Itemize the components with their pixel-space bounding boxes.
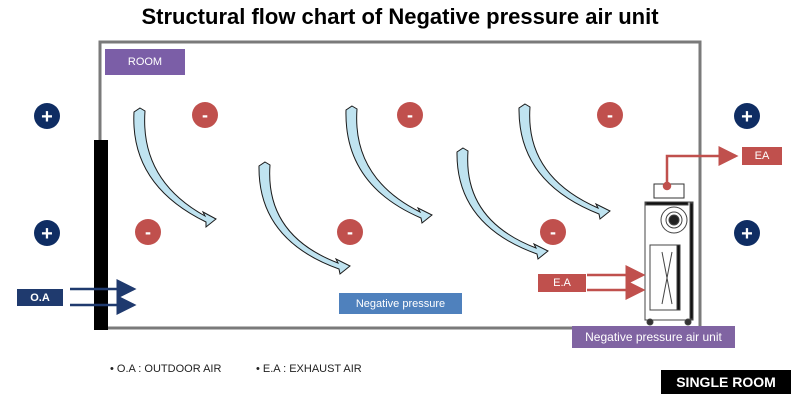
negative-sign-icon xyxy=(192,102,218,128)
legend-outdoor-air: • O.A : OUTDOOR AIR xyxy=(110,363,222,375)
positive-sign: + xyxy=(41,223,53,245)
legend-exhaust-air: • E.A : EXHAUST AIR xyxy=(256,363,362,375)
negative-sign-icon xyxy=(135,219,161,245)
exhaust-air-out-label: EA xyxy=(742,147,782,165)
positive-sign: + xyxy=(741,106,753,128)
negative-pressure-air-unit-drawing xyxy=(644,183,694,326)
airflow-arrow xyxy=(345,105,433,224)
positive-sign: + xyxy=(41,106,53,128)
exhaust-air-in-label: E.A xyxy=(538,274,586,292)
airflow-arrows xyxy=(133,103,611,275)
negative-sign-icon xyxy=(337,219,363,245)
positive-sign-icon xyxy=(734,103,760,129)
negative-sign: - xyxy=(347,222,353,242)
airflow-arrow xyxy=(456,147,549,260)
positive-sign: + xyxy=(741,223,753,245)
single-room-label: SINGLE ROOM xyxy=(661,370,791,394)
negative-sign: - xyxy=(607,105,613,125)
negative-sign: - xyxy=(202,105,208,125)
positive-pressure-signs xyxy=(34,103,760,246)
negative-sign: - xyxy=(550,222,556,242)
positive-sign-icon xyxy=(34,220,60,246)
negative-pressure-signs xyxy=(135,102,623,245)
exhaust-air-path xyxy=(587,146,739,300)
airflow-arrow xyxy=(518,103,611,220)
positive-sign-icon xyxy=(34,103,60,129)
room-label: ROOM xyxy=(105,49,185,75)
negative-sign-icon xyxy=(597,102,623,128)
unit-label: Negative pressure air unit xyxy=(572,326,735,348)
room-wall xyxy=(98,40,702,330)
outdoor-wall xyxy=(94,140,108,330)
negative-sign: - xyxy=(145,222,151,242)
negative-sign: - xyxy=(407,105,413,125)
negative-sign-icon xyxy=(540,219,566,245)
negative-sign-icon xyxy=(397,102,423,128)
airflow-arrow xyxy=(133,107,217,229)
diagram-title: Structural flow chart of Negative pressu… xyxy=(141,4,659,29)
outdoor-air-label: O.A xyxy=(17,289,63,306)
airflow-arrow xyxy=(258,161,351,275)
outdoor-air-arrows xyxy=(70,279,137,315)
positive-sign-icon xyxy=(734,220,760,246)
negative-pressure-label: Negative pressure xyxy=(339,293,462,314)
